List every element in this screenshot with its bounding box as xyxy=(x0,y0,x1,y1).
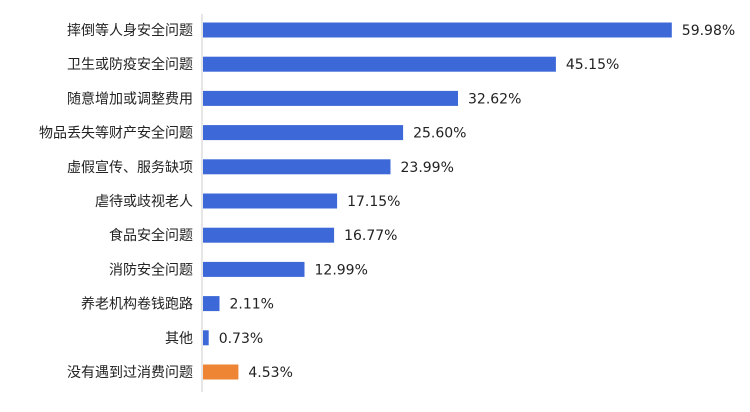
category-label: 虐待或歧视老人 xyxy=(95,194,193,210)
value-label: 17.15% xyxy=(347,194,400,210)
category-label: 虚假宣传、服务缺项 xyxy=(67,160,193,176)
bar xyxy=(203,193,338,209)
category-label: 养老机构卷钱跑路 xyxy=(81,297,193,313)
bar xyxy=(203,330,209,346)
value-label: 4.53% xyxy=(248,365,292,381)
bar xyxy=(203,296,220,312)
bar xyxy=(203,56,556,72)
value-label: 59.98% xyxy=(682,23,735,39)
bar xyxy=(203,125,404,141)
bar xyxy=(203,227,335,243)
category-label: 其他 xyxy=(165,331,193,347)
category-label: 物品丢失等财产安全问题 xyxy=(39,125,193,142)
value-label: 2.11% xyxy=(230,297,274,313)
value-label: 25.60% xyxy=(413,126,466,142)
value-label: 23.99% xyxy=(401,160,454,176)
value-label: 32.62% xyxy=(468,91,521,107)
category-label: 食品安全问题 xyxy=(109,227,193,244)
value-label: 45.15% xyxy=(566,57,619,73)
category-label: 摔倒等人身安全问题 xyxy=(67,22,193,39)
category-label: 没有遇到过消费问题 xyxy=(67,365,193,381)
bars-group xyxy=(203,22,672,380)
bar xyxy=(203,364,239,380)
category-label: 随意增加或调整费用 xyxy=(67,90,193,107)
value-label: 12.99% xyxy=(315,262,368,278)
bar xyxy=(203,22,672,38)
bar xyxy=(203,90,458,106)
category-label: 消防安全问题 xyxy=(109,261,193,278)
bar xyxy=(203,261,305,277)
value-labels-group: 59.98% 45.15% 32.62% 25.60% 23.99% 17.15% 16.7… xyxy=(219,23,735,381)
value-label: 16.77% xyxy=(344,228,397,244)
category-labels-group: 摔倒等人身安全问题卫生或防疫安全问题随意增加或调整费用物品丢失等财产安全问题虚假… xyxy=(39,22,193,381)
category-label: 卫生或防疫安全问题 xyxy=(67,56,193,73)
value-label: 0.73% xyxy=(219,331,263,347)
bar xyxy=(203,159,391,175)
